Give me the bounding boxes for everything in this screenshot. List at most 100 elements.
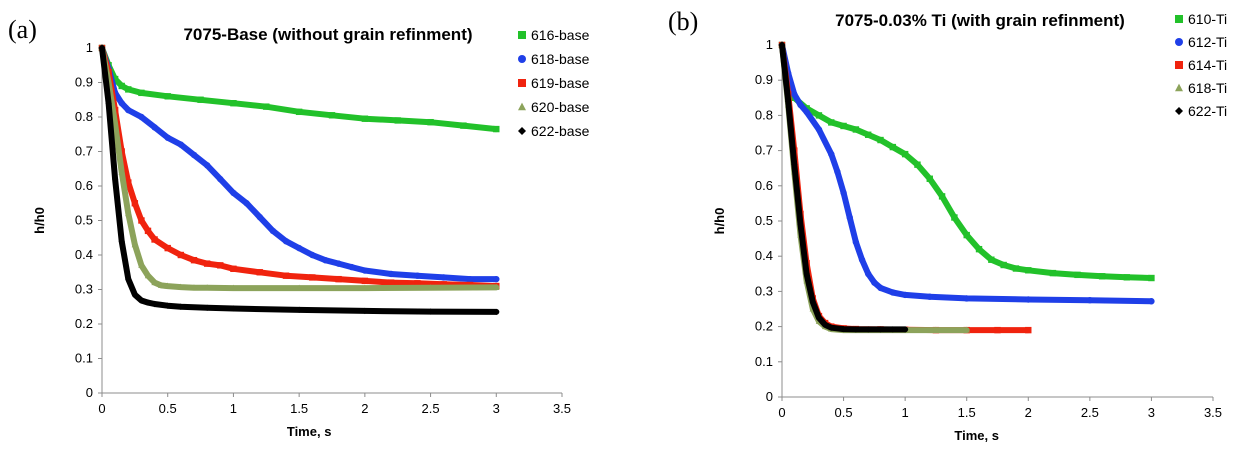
- data-point-622-Ti: [803, 270, 810, 277]
- data-point-618-base: [230, 189, 237, 197]
- y-axis-label: h/h0: [32, 207, 47, 234]
- y-tick-label: 0.7: [755, 143, 773, 158]
- data-point-622-Ti: [852, 326, 860, 333]
- series-line-620-base: [99, 45, 500, 292]
- data-point-622-base: [151, 300, 158, 308]
- series-line-612-Ti: [779, 42, 1155, 305]
- legend-label: 618-Ti: [1188, 80, 1227, 96]
- series-line-622-base: [99, 45, 500, 315]
- data-point-618-base: [322, 256, 329, 264]
- data-point-610-Ti: [988, 256, 995, 263]
- y-tick-label: 0.8: [75, 109, 93, 124]
- data-point-620-base: [118, 168, 125, 175]
- data-point-616-base: [125, 86, 132, 93]
- data-point-618-base: [190, 151, 198, 159]
- y-tick-label: 0.2: [75, 316, 93, 331]
- data-point-622-base: [144, 299, 152, 306]
- data-point-622-base: [125, 275, 132, 283]
- data-point-618-base: [309, 251, 316, 259]
- data-point-612-Ti: [803, 108, 810, 116]
- data-point-620-base: [427, 284, 434, 291]
- data-point-618-Ti: [963, 326, 970, 333]
- data-point-614-Ti: [994, 326, 1001, 334]
- data-point-622-Ti: [877, 326, 884, 333]
- chart-title: 7075-0.03% Ti (with grain refinment): [835, 11, 1125, 30]
- series-line-616-base: [99, 45, 500, 133]
- y-axis-label: h/h0: [712, 208, 727, 235]
- series-line-610-Ti: [779, 42, 1155, 281]
- data-point-614-Ti: [1025, 326, 1032, 334]
- data-point-610-Ti: [1012, 265, 1020, 272]
- y-tick-label: 0.3: [755, 283, 773, 298]
- data-point-618-base: [243, 200, 250, 207]
- x-tick-label: 3: [493, 401, 500, 416]
- data-point-619-base: [414, 280, 421, 287]
- data-point-618-base: [466, 275, 474, 283]
- legend-marker-614-Ti: [1175, 61, 1183, 69]
- data-point-616-base: [361, 115, 369, 122]
- data-point-622-base: [230, 305, 237, 312]
- x-tick-label: 2: [361, 401, 368, 416]
- data-point-622-Ti: [784, 98, 792, 105]
- data-point-610-Ti: [1074, 271, 1081, 279]
- legend-marker-618-Ti: [1175, 83, 1183, 92]
- data-point-616-base: [111, 75, 119, 83]
- x-tick-label: 1: [902, 405, 909, 420]
- data-point-612-Ti: [797, 101, 804, 109]
- data-point-612-Ti: [871, 279, 878, 286]
- data-point-622-Ti: [791, 161, 798, 168]
- data-point-620-base: [493, 283, 500, 290]
- data-point-618-base: [493, 275, 500, 283]
- data-point-610-Ti: [963, 231, 970, 239]
- y-tick-label: 0.3: [75, 282, 93, 297]
- legend-label: 619-base: [531, 75, 590, 91]
- data-point-620-base: [361, 284, 369, 291]
- data-point-619-base: [177, 251, 185, 259]
- data-point-622-Ti: [828, 324, 835, 331]
- data-point-620-base: [125, 210, 132, 217]
- data-point-622-base: [131, 291, 139, 298]
- legend-marker-618-base: [518, 55, 526, 63]
- data-point-618-base: [335, 260, 342, 267]
- data-point-619-base: [309, 274, 316, 281]
- data-point-610-Ti: [865, 131, 872, 138]
- legend-label: 618-base: [531, 51, 590, 67]
- data-point-619-base: [282, 272, 290, 279]
- legend-label: 622-base: [531, 123, 590, 139]
- data-point-612-Ti: [846, 214, 853, 221]
- data-point-622-Ti: [901, 326, 909, 333]
- data-point-619-base: [190, 256, 198, 264]
- x-tick-label: 0.5: [159, 401, 177, 416]
- data-point-619-base: [335, 275, 342, 283]
- legend-marker-622-base: [518, 127, 526, 135]
- data-point-612-Ti: [852, 238, 860, 246]
- data-point-618-base: [217, 175, 224, 183]
- y-tick-label: 0.6: [75, 178, 93, 193]
- legend-label: 612-Ti: [1188, 34, 1227, 50]
- data-point-610-Ti: [914, 161, 921, 168]
- data-point-618-base: [282, 238, 290, 245]
- panel-label: (a): [8, 15, 37, 44]
- data-point-618-base: [203, 162, 211, 169]
- y-tick-label: 0.4: [755, 248, 773, 263]
- data-point-618-base: [118, 100, 125, 107]
- data-point-619-base: [203, 260, 211, 267]
- data-point-618-base: [151, 124, 158, 131]
- data-point-616-base: [118, 82, 125, 90]
- data-point-610-Ti: [975, 245, 983, 253]
- data-point-618-base: [138, 113, 145, 121]
- data-point-622-base: [118, 238, 125, 245]
- y-tick-label: 0.5: [75, 213, 93, 228]
- data-point-610-Ti: [840, 122, 847, 130]
- data-point-616-base: [230, 100, 237, 107]
- series-line-614-Ti: [779, 42, 1032, 334]
- data-point-622-Ti: [840, 325, 847, 333]
- data-point-620-base: [138, 261, 145, 268]
- data-point-618-Ti: [932, 326, 940, 333]
- data-point-610-Ti: [926, 175, 933, 182]
- y-tick-label: 0.2: [755, 319, 773, 334]
- x-tick-label: 1.5: [290, 401, 308, 416]
- legend-marker-620-base: [518, 102, 526, 111]
- data-point-610-Ti: [938, 193, 946, 200]
- data-point-622-base: [164, 302, 171, 309]
